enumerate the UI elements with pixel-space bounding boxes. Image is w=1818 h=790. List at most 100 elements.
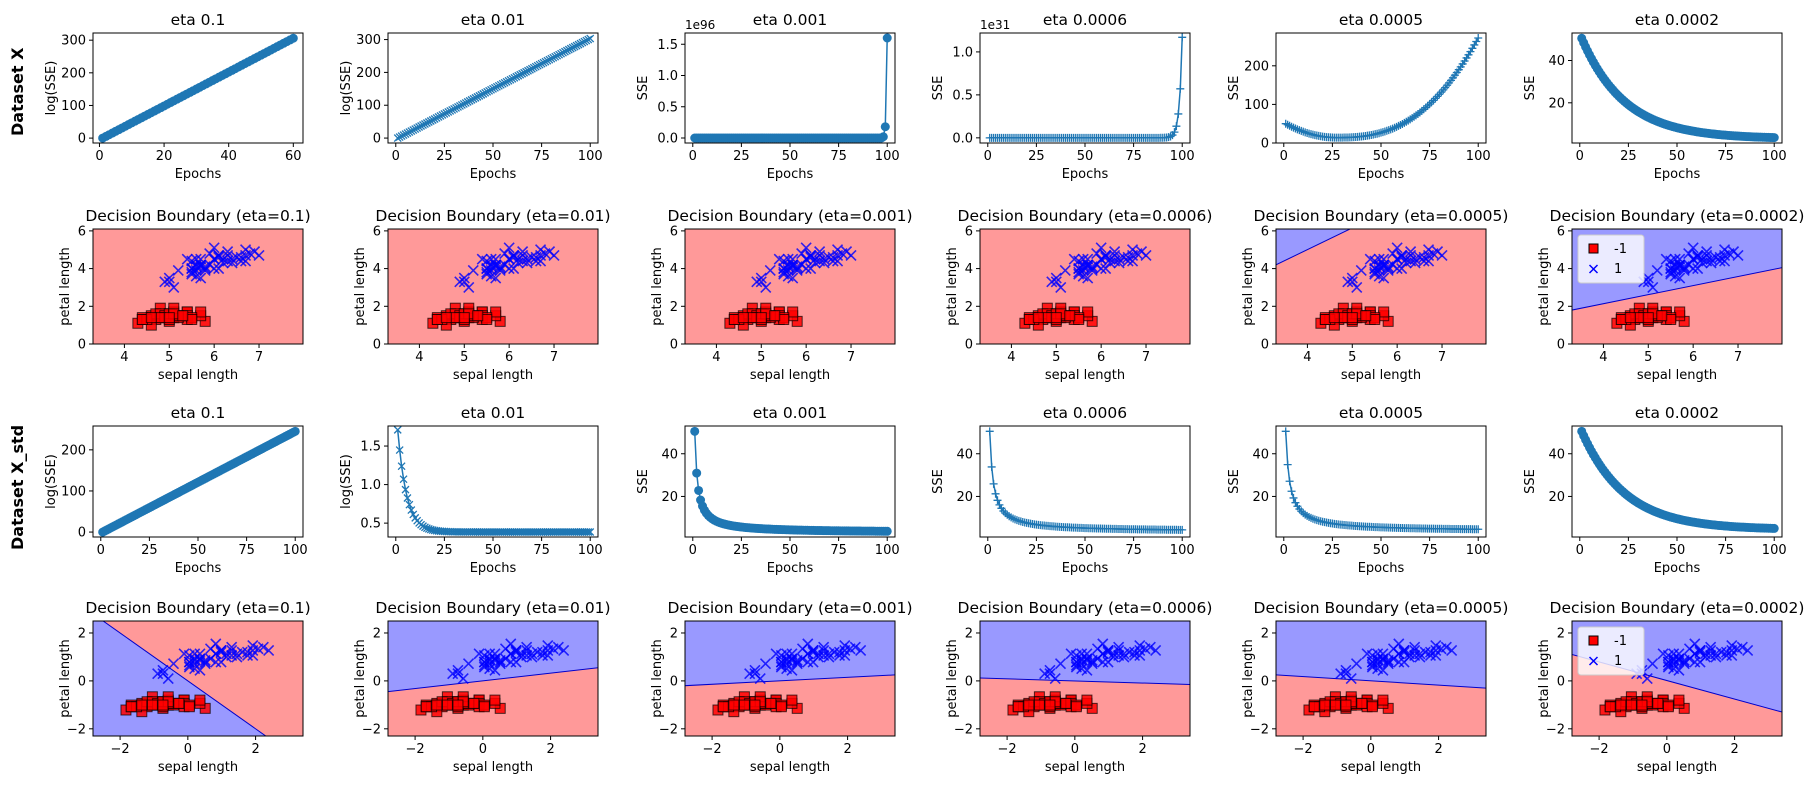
subplot-xstd-sse-0.0002: 0 25 50 75 100 20 40 eta 0.0002 Epochs SSE bbox=[1523, 404, 1787, 576]
x-tick-label: 50 bbox=[1373, 149, 1390, 164]
plot-area bbox=[1577, 33, 1779, 143]
data-point bbox=[1178, 33, 1187, 42]
y-axis-label: petal length bbox=[1537, 639, 1552, 718]
data-point bbox=[694, 485, 704, 495]
class-pos-point bbox=[1699, 651, 1711, 663]
class-pos-point bbox=[213, 263, 225, 275]
class-pos-point bbox=[1651, 264, 1663, 277]
data-point bbox=[426, 117, 435, 125]
y-axis-label: SSE bbox=[931, 469, 946, 494]
class-pos-point bbox=[1726, 644, 1738, 657]
x-tick-label: 25 bbox=[436, 149, 453, 164]
subplot-title: eta 0.0005 bbox=[1339, 404, 1423, 422]
series-line bbox=[1284, 431, 1479, 531]
y-tick-label: −2 bbox=[362, 722, 381, 737]
data-point bbox=[1291, 498, 1300, 507]
class-pos-point bbox=[1430, 639, 1442, 652]
x-tick-label: 7 bbox=[255, 350, 263, 365]
class-pos-point bbox=[1742, 644, 1754, 657]
class-neg-point bbox=[1081, 694, 1093, 706]
class-pos-point bbox=[1350, 658, 1363, 670]
x-tick-label: 50 bbox=[1077, 543, 1094, 558]
class-pos-point bbox=[818, 644, 830, 657]
decision-boundary-line bbox=[102, 621, 267, 736]
data-point bbox=[434, 113, 443, 121]
plot-area bbox=[1577, 426, 1779, 533]
plot-area bbox=[98, 426, 300, 537]
class-pos-point bbox=[778, 266, 790, 278]
x-tick-label: 25 bbox=[1620, 149, 1637, 164]
subplot-title: Decision Boundary (eta=0.1) bbox=[85, 599, 310, 617]
data-point bbox=[446, 106, 455, 115]
class-neg-point bbox=[728, 699, 740, 711]
data-point bbox=[411, 125, 420, 133]
class-pos-point bbox=[462, 658, 475, 670]
y-tick-label: 0 bbox=[1261, 674, 1269, 689]
class-pos-point bbox=[1081, 653, 1093, 665]
x-tick-label: 7 bbox=[550, 350, 558, 365]
x-tick-label: 5 bbox=[1644, 350, 1652, 365]
series-line bbox=[396, 429, 591, 533]
class-pos-point bbox=[1059, 264, 1071, 277]
x-tick-label: 4 bbox=[1303, 350, 1311, 365]
data-point bbox=[452, 103, 461, 112]
class-pos-point bbox=[220, 651, 232, 663]
class-pos-point bbox=[463, 281, 475, 294]
class-neg-point bbox=[1624, 312, 1636, 324]
class-pos-point bbox=[1674, 259, 1686, 271]
y-axis-label: petal length bbox=[1241, 639, 1256, 718]
class-pos-point bbox=[163, 276, 175, 288]
class-pos-point bbox=[157, 664, 169, 676]
x-axis-label: sepal length bbox=[750, 368, 830, 383]
class-pos-point bbox=[809, 257, 821, 269]
data-point bbox=[993, 496, 1002, 505]
data-point bbox=[1384, 126, 1393, 135]
class-pos-point bbox=[786, 653, 798, 665]
subplot-title: eta 0.001 bbox=[753, 11, 827, 29]
class-neg-point bbox=[1340, 699, 1352, 711]
x-tick-label: 0 bbox=[1280, 149, 1288, 164]
class-pos-point bbox=[167, 658, 180, 670]
axes-frame bbox=[979, 32, 1191, 144]
class-neg-point bbox=[1625, 699, 1637, 711]
y-tick-label: 2 bbox=[373, 300, 381, 315]
data-point bbox=[463, 97, 472, 106]
data-point bbox=[1310, 515, 1319, 524]
x-tick-label: 4 bbox=[1599, 350, 1607, 365]
y-tick-label: 6 bbox=[373, 224, 381, 239]
subplot-xstd-db-0.1: −2 0 2 −2 0 2 Decision Boundary (eta=0.1) sepal… bbox=[58, 599, 311, 775]
x-tick-label: 0 bbox=[97, 543, 105, 558]
class-pos-point bbox=[1070, 661, 1082, 673]
axes-frame bbox=[92, 228, 304, 345]
x-tick-label: 75 bbox=[238, 543, 255, 558]
x-tick-label: 100 bbox=[875, 149, 900, 164]
y-tick-label: 100 bbox=[356, 99, 381, 114]
class-pos-point bbox=[1049, 673, 1061, 685]
y-axis-label: SSE bbox=[931, 76, 946, 101]
data-point bbox=[572, 41, 581, 50]
data-point bbox=[878, 132, 888, 142]
plot-area bbox=[980, 621, 1190, 736]
x-tick-label: 2 bbox=[1730, 742, 1738, 757]
class-pos-point bbox=[1070, 649, 1082, 662]
data-point bbox=[475, 91, 484, 100]
y-tick-label: 2 bbox=[965, 300, 973, 315]
subplot-title: eta 0.0002 bbox=[1635, 404, 1719, 422]
data-point bbox=[512, 72, 521, 81]
data-point bbox=[397, 462, 406, 471]
class-pos-point bbox=[1134, 639, 1146, 652]
axes-frame bbox=[387, 425, 599, 538]
data-point bbox=[440, 109, 449, 118]
class-pos-point bbox=[1366, 661, 1378, 673]
y-tick-label: 1.0 bbox=[952, 45, 973, 60]
data-point bbox=[407, 127, 416, 135]
class-neg-point bbox=[1662, 701, 1674, 713]
y-tick-label: 300 bbox=[61, 34, 86, 49]
class-pos-point bbox=[1050, 276, 1062, 288]
x-axis-label: Epochs bbox=[767, 167, 814, 182]
class-pos-point bbox=[1718, 249, 1731, 261]
data-point bbox=[401, 130, 410, 139]
y-axis-label: petal length bbox=[1241, 247, 1256, 326]
data-point bbox=[444, 107, 453, 116]
axis-offset-label: 1e31 bbox=[980, 18, 1010, 32]
